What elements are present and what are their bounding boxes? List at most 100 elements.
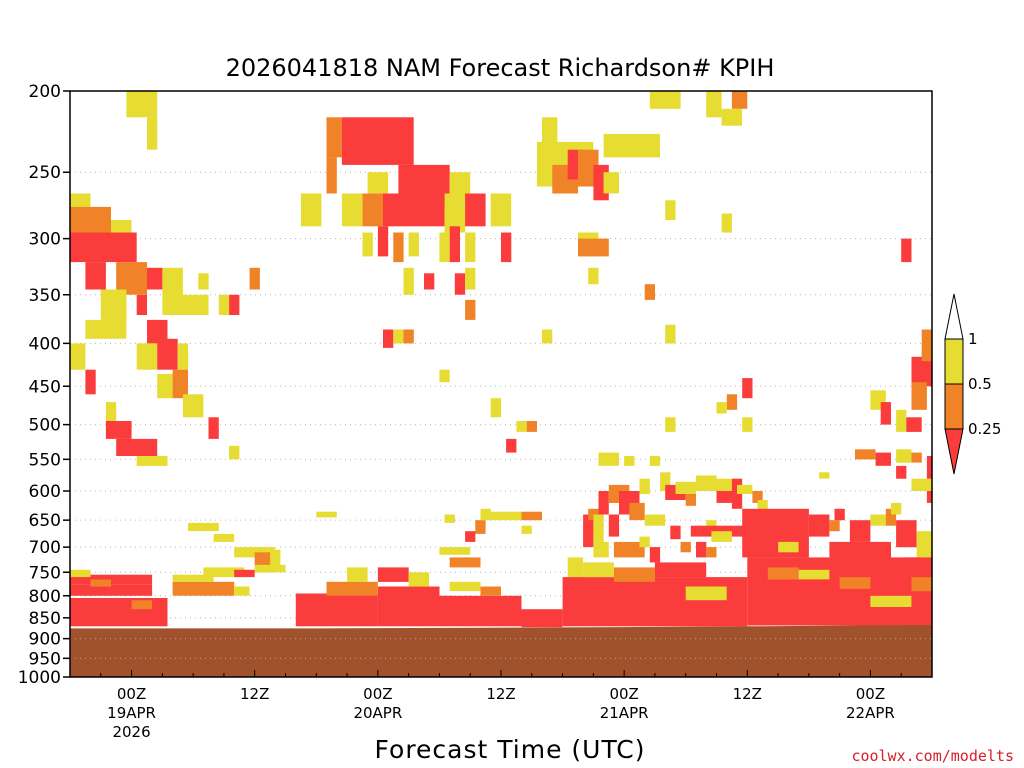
- heatmap-cell: [855, 449, 876, 460]
- heatmap-cell: [654, 562, 707, 578]
- heatmap-cell: [767, 567, 799, 580]
- heatmap-cell: [439, 547, 471, 555]
- heatmap-cell: [234, 569, 255, 578]
- heatmap-cell: [670, 525, 681, 540]
- colorbar-level-label: 0.5: [968, 375, 992, 393]
- y-tick-label: 700: [29, 538, 61, 558]
- heatmap-cell: [644, 284, 655, 300]
- heatmap-cell: [644, 514, 666, 526]
- heatmap-cell: [408, 232, 419, 257]
- heatmap-cell: [300, 193, 322, 227]
- heatmap-cell: [829, 520, 840, 532]
- heatmap-cell: [377, 586, 440, 627]
- heatmap-cell: [870, 514, 886, 526]
- heatmap-cell: [85, 369, 96, 395]
- heatmap-cell: [880, 402, 891, 425]
- heatmap-cell: [116, 438, 158, 456]
- heatmap-cell: [911, 382, 927, 410]
- y-tick-label: 900: [29, 630, 61, 650]
- heatmap-cell: [603, 133, 660, 158]
- heatmap-cell: [603, 172, 619, 194]
- heatmap-cell: [716, 478, 737, 491]
- heatmap-cell: [475, 520, 486, 534]
- heatmap-cell: [70, 343, 86, 370]
- y-tick-label: 200: [29, 82, 61, 102]
- heatmap-cell: [911, 577, 932, 592]
- heatmap-cell: [583, 562, 614, 578]
- heatmap-cell: [706, 547, 717, 558]
- heatmap-cell: [408, 572, 430, 587]
- heatmap-cell: [172, 294, 209, 315]
- heatmap-cell: [172, 574, 214, 582]
- heatmap-cell: [85, 319, 127, 339]
- heatmap-cell: [424, 273, 435, 290]
- heatmap-cell: [716, 402, 727, 414]
- heatmap-cell: [383, 193, 445, 227]
- heatmap-cell: [295, 593, 378, 627]
- heatmap-cell: [706, 91, 722, 118]
- heatmap-cell: [383, 329, 394, 348]
- heatmap-cell: [234, 586, 250, 596]
- heatmap-cell: [901, 238, 912, 263]
- heatmap-cell: [911, 478, 932, 491]
- y-tick-label: 350: [29, 286, 61, 306]
- heatmap-cell: [393, 329, 404, 344]
- heatmap-cell: [136, 456, 168, 466]
- colorbar-segment-yellow: [944, 338, 964, 385]
- heatmap-cell: [70, 574, 153, 585]
- heatmap-cell: [439, 369, 450, 383]
- heatmap-cell: [131, 600, 153, 610]
- heatmap-cell: [444, 193, 466, 233]
- x-tick-label: 12Z: [486, 685, 515, 703]
- y-tick-label: 550: [29, 450, 61, 470]
- y-tick-label: 650: [29, 511, 61, 531]
- heatmap-cell: [721, 108, 743, 126]
- heatmap-cell: [742, 508, 809, 558]
- heatmap-cell: [501, 232, 512, 263]
- heatmap-cell: [752, 491, 763, 503]
- heatmap-cell: [105, 402, 117, 425]
- heatmap-cell: [362, 232, 373, 257]
- heatmap-cell: [685, 494, 696, 506]
- heatmap-cell: [680, 541, 691, 553]
- heatmap-cell: [147, 319, 168, 344]
- heatmap-cell: [726, 394, 738, 410]
- heatmap-cell: [875, 452, 891, 466]
- heatmap-cell: [367, 172, 389, 194]
- y-tick-label: 750: [29, 563, 61, 583]
- y-tick-label: 250: [29, 163, 61, 183]
- heatmap-cell: [608, 514, 620, 537]
- heatmap-cell: [362, 193, 383, 227]
- heatmap-cell: [834, 508, 845, 521]
- heatmap-cell: [829, 541, 891, 563]
- heatmap-cell: [721, 213, 732, 233]
- heatmap-cell: [696, 541, 707, 558]
- heatmap-cell: [347, 567, 368, 582]
- heatmap-cell: [685, 586, 727, 601]
- heatmap-cell: [731, 91, 748, 109]
- heatmap-cell: [711, 531, 732, 542]
- heatmap-cell: [742, 417, 753, 432]
- y-axis: 200 250 300 350 400 450 500 550 600 650 700 750 8008…: [18, 82, 70, 688]
- heatmap-cell: [480, 586, 501, 596]
- heatmap-cell: [906, 417, 922, 432]
- heatmap-cell: [521, 609, 563, 628]
- heatmap-cell: [449, 557, 481, 568]
- heatmap-cell: [465, 299, 476, 320]
- heatmap-cell: [690, 525, 748, 537]
- heatmap-cell: [198, 273, 209, 290]
- heatmap-cell: [439, 595, 522, 627]
- heatmap-cell: [490, 511, 522, 521]
- heatmap-cell: [341, 193, 363, 227]
- heatmap-cell: [449, 172, 471, 201]
- heatmap-cell: [403, 267, 414, 295]
- heatmap-cell: [188, 522, 219, 532]
- heatmap-cell: [449, 581, 481, 592]
- heatmap-cell: [465, 531, 476, 542]
- heatmap-cell: [849, 520, 871, 542]
- heatmap-cell: [593, 514, 604, 542]
- heatmap-cell: [229, 294, 240, 315]
- heatmap-cell: [665, 200, 676, 220]
